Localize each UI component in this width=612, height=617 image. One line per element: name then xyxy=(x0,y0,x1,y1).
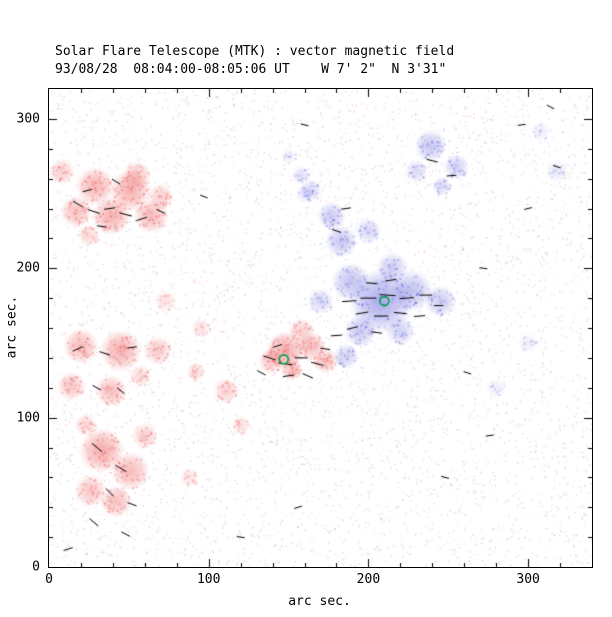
y-axis-label: arc sec. xyxy=(4,295,20,359)
plot-subtitle: 93/08/28 08:04:00-08:05:06 UT W 7' 2" N … xyxy=(55,62,447,77)
x-tick-label: 200 xyxy=(356,572,381,587)
y-tick-labels: 0 100 200 300 xyxy=(0,0,44,617)
x-axis-label: arc sec. xyxy=(288,594,351,609)
y-tick-label: 200 xyxy=(16,260,40,276)
y-tick-label: 0 xyxy=(32,559,40,575)
y-tick-label: 300 xyxy=(16,111,40,127)
x-tick-labels: 0 100 200 300 xyxy=(0,572,612,588)
plot-title: Solar Flare Telescope (MTK) : vector mag… xyxy=(55,44,455,59)
plot-area xyxy=(48,88,593,568)
x-tick-label: 100 xyxy=(196,572,221,587)
x-tick-label: 0 xyxy=(45,572,53,587)
x-tick-label: 300 xyxy=(516,572,540,587)
magnetogram-canvas xyxy=(49,89,592,567)
y-tick-label: 100 xyxy=(16,410,40,426)
